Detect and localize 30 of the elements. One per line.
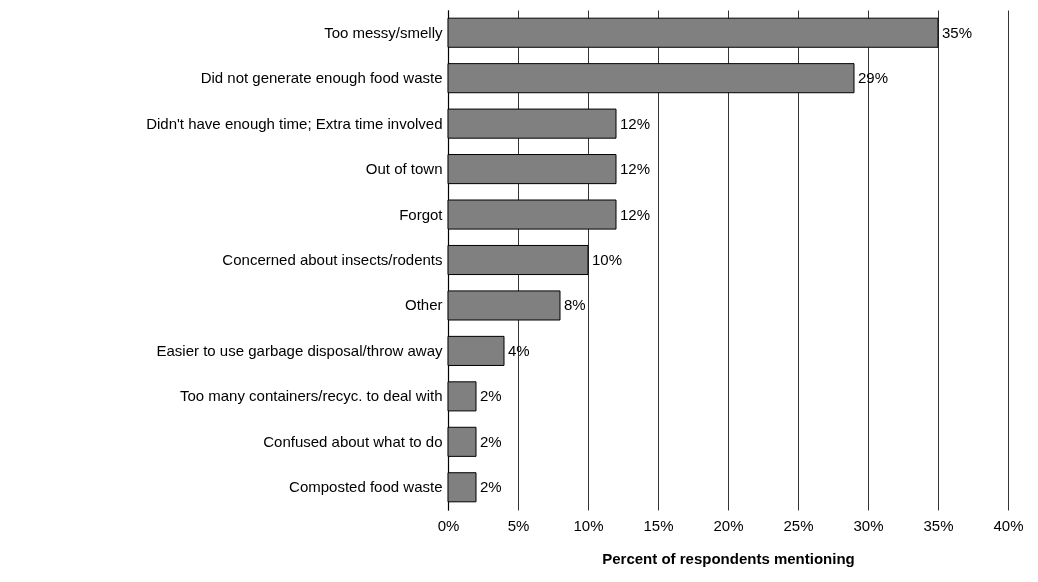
x-tick-label: 35% — [923, 516, 954, 534]
x-tick-label: 0% — [437, 516, 460, 534]
data-label: 2% — [480, 387, 502, 405]
data-label: 12% — [620, 114, 651, 132]
y-tick-label: Forgot — [399, 205, 444, 223]
x-tick-label: 20% — [713, 516, 744, 534]
x-tick-label: 40% — [993, 516, 1024, 534]
y-tick-label: Too messy/smelly — [324, 23, 443, 41]
data-label: 12% — [620, 160, 651, 178]
data-label: 2% — [480, 432, 502, 450]
x-tick-label: 30% — [853, 516, 884, 534]
data-label: 12% — [620, 205, 651, 223]
y-tick-label: Too many containers/recyc. to deal with — [179, 387, 443, 405]
y-tick-label: Did not generate enough food waste — [200, 69, 443, 87]
y-tick-label: Concerned about insects/rodents — [222, 251, 443, 268]
x-tick-label: 5% — [507, 516, 530, 534]
y-tick-label: Other — [404, 296, 443, 314]
y-tick-label: Easier to use garbage disposal/throw away — [156, 341, 443, 359]
y-tick-label: Composted food waste — [289, 478, 443, 496]
data-label: 10% — [592, 251, 623, 268]
y-tick-label: Confused about what to do — [263, 432, 443, 450]
x-tick-label: 25% — [783, 516, 814, 534]
data-label: 8% — [564, 296, 586, 314]
y-tick-label: Out of town — [365, 160, 443, 178]
data-label: 2% — [480, 478, 502, 496]
data-label: 35% — [942, 23, 973, 41]
x-axis-title: Percent of respondents mentioning — [602, 549, 855, 567]
x-tick-label: 15% — [643, 516, 674, 534]
x-tick-label: 10% — [573, 516, 604, 534]
y-tick-label: Didn't have enough time; Extra time involved — [146, 114, 443, 132]
